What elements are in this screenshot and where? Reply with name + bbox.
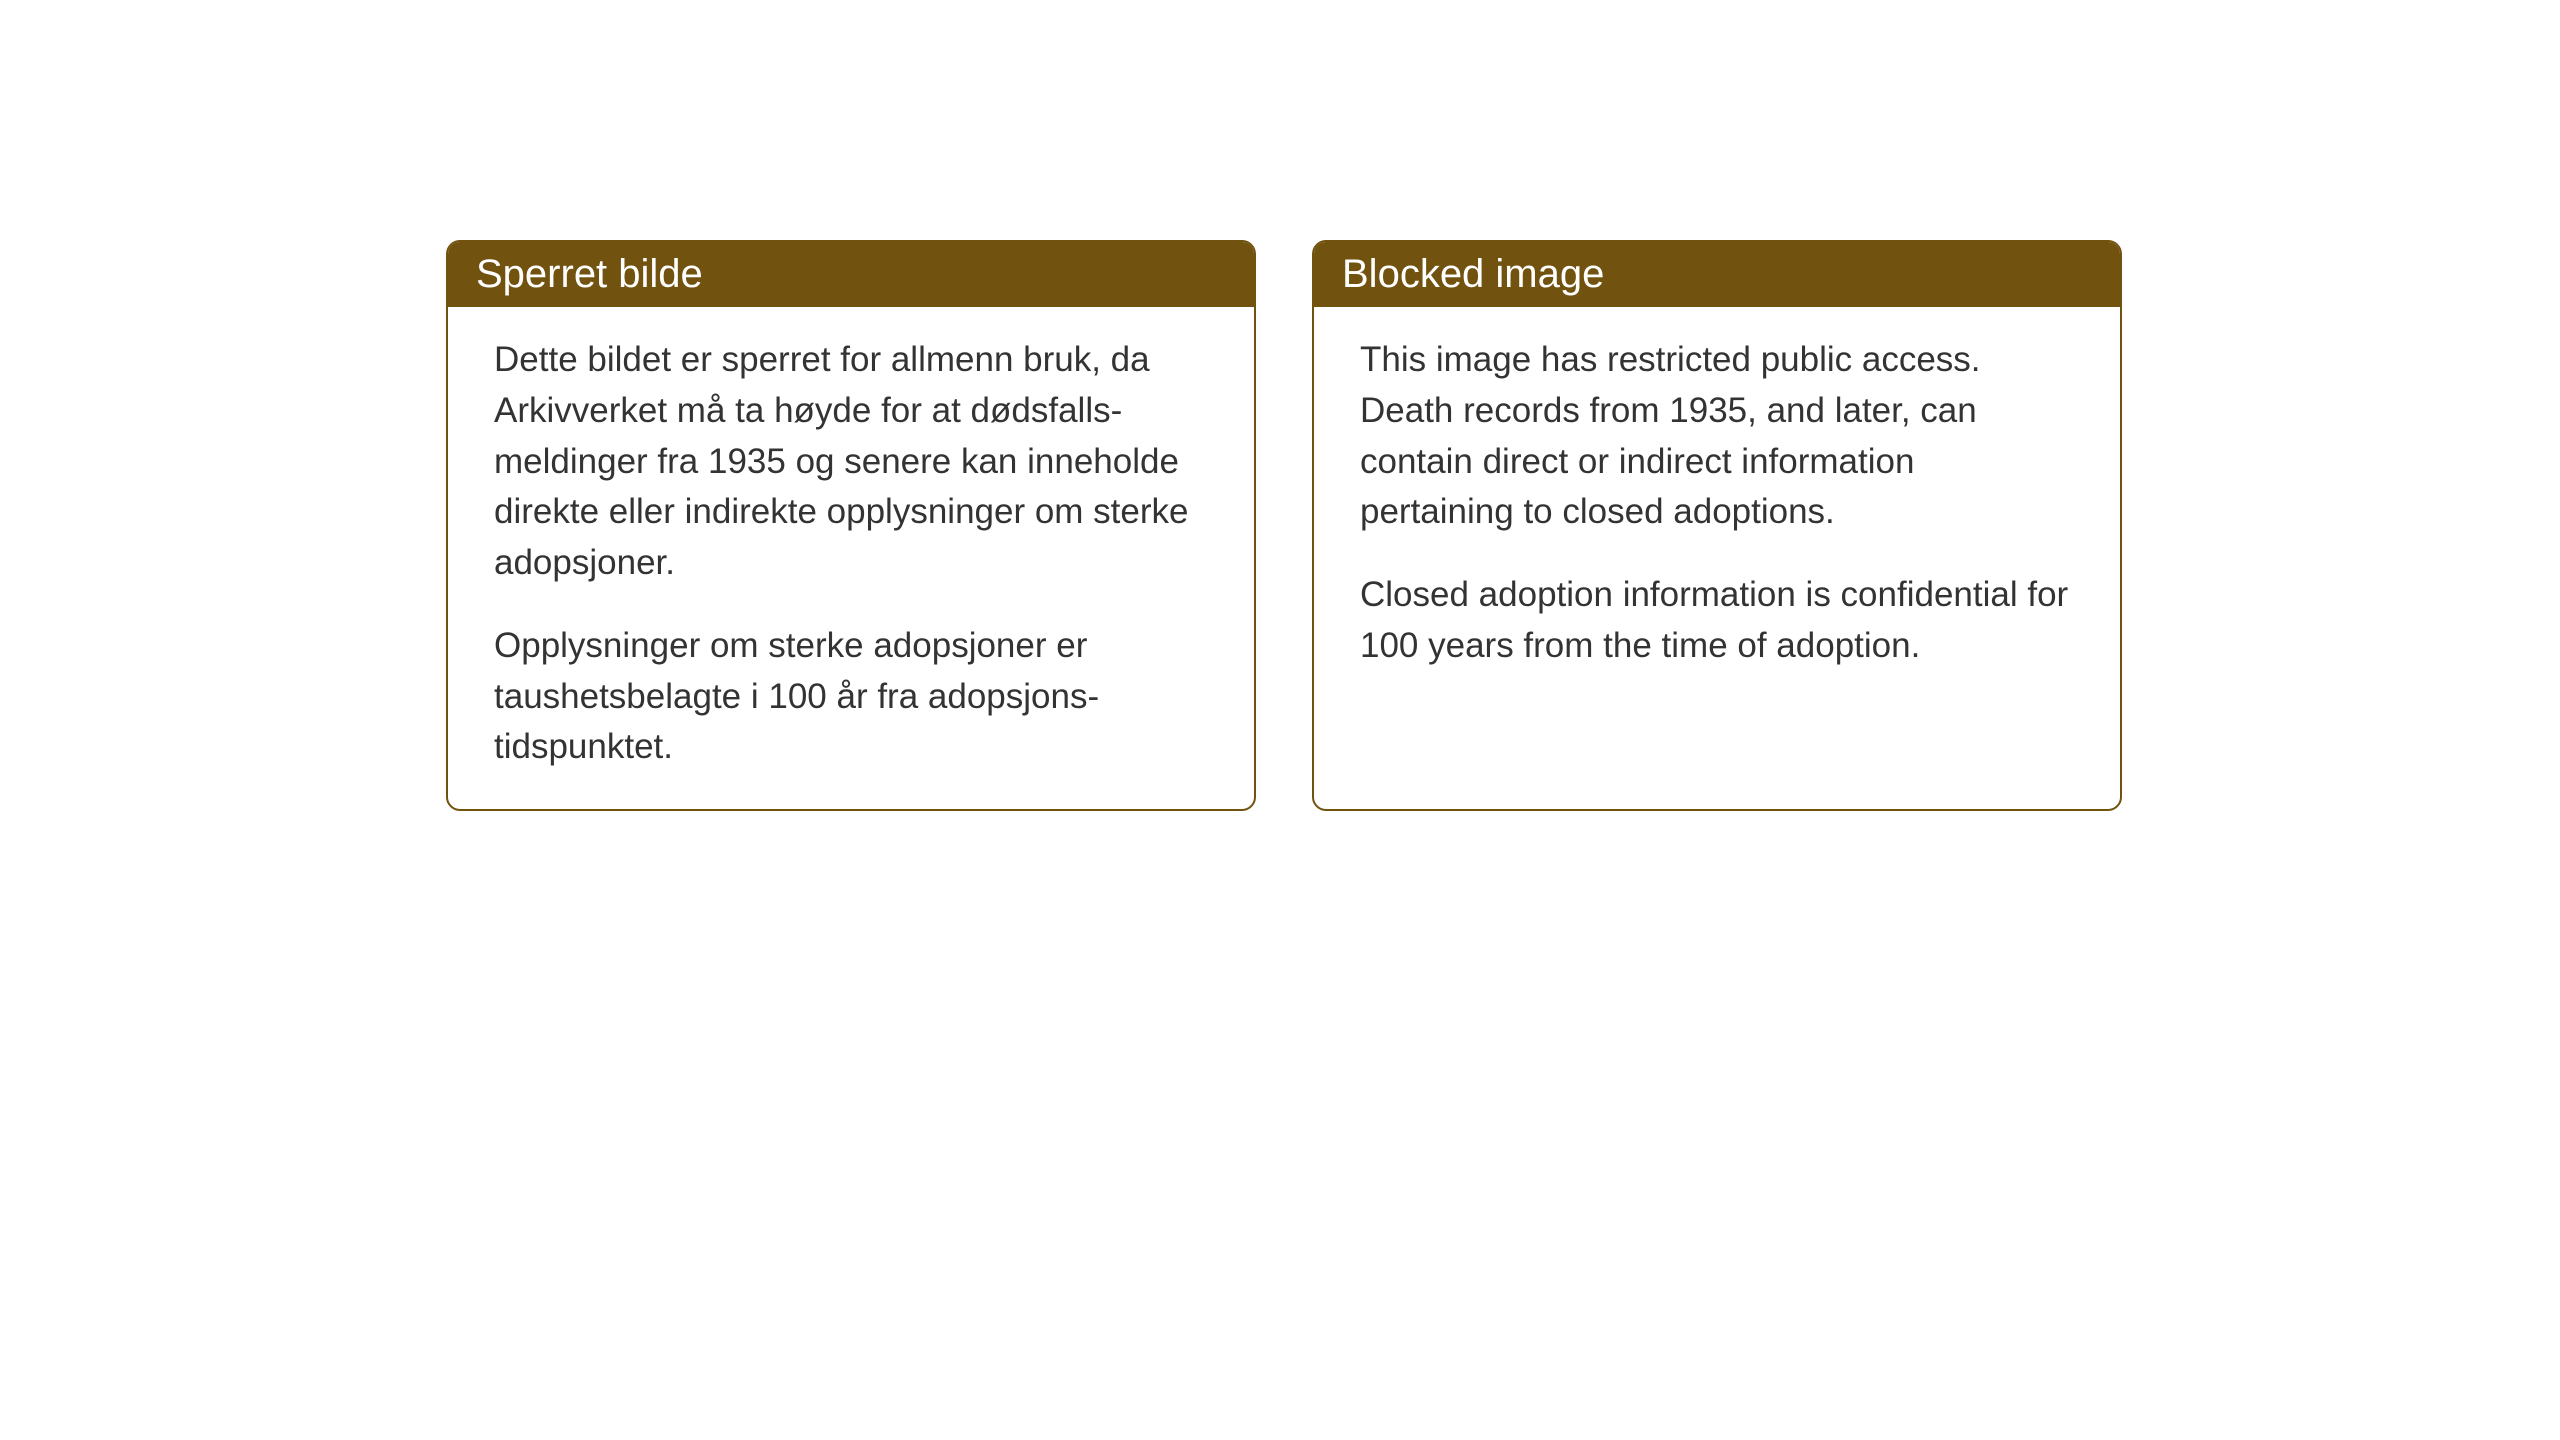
norwegian-paragraph-1: Dette bildet er sperret for allmenn bruk…: [494, 335, 1208, 589]
notice-cards-container: Sperret bilde Dette bildet er sperret fo…: [446, 240, 2122, 811]
english-notice-card: Blocked image This image has restricted …: [1312, 240, 2122, 811]
english-paragraph-2: Closed adoption information is confident…: [1360, 570, 2074, 672]
norwegian-paragraph-2: Opplysninger om sterke adopsjoner er tau…: [494, 621, 1208, 773]
english-card-header: Blocked image: [1314, 242, 2120, 307]
english-card-title: Blocked image: [1342, 252, 1604, 296]
norwegian-card-body: Dette bildet er sperret for allmenn bruk…: [448, 307, 1254, 809]
norwegian-card-title: Sperret bilde: [476, 252, 703, 296]
english-paragraph-1: This image has restricted public access.…: [1360, 335, 2074, 538]
norwegian-notice-card: Sperret bilde Dette bildet er sperret fo…: [446, 240, 1256, 811]
english-card-body: This image has restricted public access.…: [1314, 307, 2120, 747]
norwegian-card-header: Sperret bilde: [448, 242, 1254, 307]
